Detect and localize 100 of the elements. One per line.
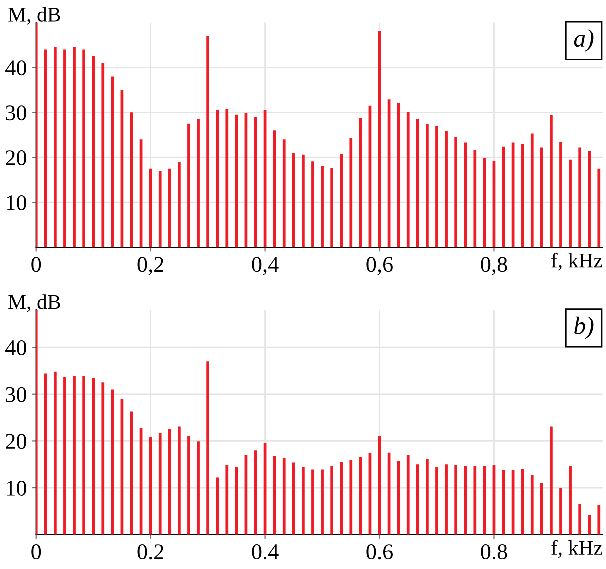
bar	[445, 464, 448, 535]
bar	[82, 376, 86, 535]
x-tick-label: 0,4	[252, 257, 279, 276]
bar	[350, 138, 353, 248]
bar	[64, 377, 66, 535]
bar	[436, 467, 438, 535]
bar	[302, 154, 305, 248]
y-tick-label: 10	[7, 195, 26, 210]
y-tick-label: 30	[6, 387, 26, 402]
bar	[454, 466, 458, 535]
bar	[340, 462, 344, 535]
bar	[188, 436, 190, 535]
bar	[292, 462, 296, 535]
bar	[530, 134, 534, 248]
bar	[54, 47, 57, 248]
bar	[550, 115, 553, 248]
bar	[197, 442, 200, 535]
bar	[569, 160, 572, 248]
bar	[445, 131, 448, 248]
bar	[102, 63, 105, 248]
bar	[598, 168, 601, 248]
y-axis-title: M, dB	[8, 294, 60, 312]
bar	[330, 168, 334, 248]
bar	[149, 437, 152, 535]
bar	[321, 166, 324, 248]
bar	[588, 151, 592, 248]
bar	[273, 130, 276, 248]
x-tick-label: 0	[32, 257, 42, 272]
bar	[168, 430, 172, 535]
bar	[426, 124, 429, 248]
x-tick-label: 0.2	[138, 544, 164, 560]
bar	[44, 50, 48, 248]
bar	[530, 475, 534, 535]
bar	[312, 470, 314, 535]
bar	[560, 142, 562, 248]
x-tick-label: 0,2	[138, 257, 164, 276]
bar	[474, 150, 477, 248]
bar	[397, 461, 400, 535]
bar	[588, 515, 592, 535]
bar	[578, 148, 582, 248]
bar	[226, 465, 229, 535]
x-tick-label: 0	[32, 544, 42, 560]
x-axis-title: f, kHz	[552, 540, 602, 558]
bar	[474, 466, 477, 535]
annotation: a)	[574, 30, 594, 52]
bar	[188, 124, 190, 248]
y-tick-label: 10	[7, 480, 26, 496]
bar	[578, 504, 582, 535]
bar	[111, 390, 114, 535]
bar	[321, 470, 324, 535]
bar	[235, 467, 238, 535]
bar	[178, 162, 181, 248]
bar	[330, 466, 334, 535]
bar	[540, 148, 544, 248]
y-tick-label: 30	[6, 106, 26, 121]
bar	[168, 168, 172, 248]
bar	[406, 455, 410, 535]
bar	[397, 103, 400, 248]
bar	[464, 466, 468, 535]
x-tick-label: 0.6	[366, 544, 393, 560]
bar	[464, 142, 468, 248]
bar	[598, 505, 601, 535]
bar	[521, 469, 524, 535]
y-tick-label: 40	[6, 60, 26, 76]
bar	[521, 144, 524, 248]
bar	[149, 168, 152, 248]
bar	[92, 378, 96, 535]
bar	[206, 36, 210, 248]
bar	[216, 478, 220, 535]
bar	[454, 137, 458, 248]
bar	[350, 460, 353, 535]
bar	[540, 483, 544, 535]
bar	[292, 153, 296, 248]
bar	[216, 110, 220, 248]
bar	[282, 458, 286, 535]
bar	[158, 171, 162, 248]
bar	[550, 426, 553, 535]
bar	[226, 110, 229, 248]
bar	[426, 459, 429, 535]
x-tick-label: 0,6	[366, 257, 393, 276]
y-axis-title: M, dB	[8, 7, 60, 25]
bar	[569, 466, 572, 535]
x-tick-label: 0.8	[481, 544, 508, 560]
bar	[54, 372, 57, 535]
bar	[273, 456, 276, 535]
bar	[197, 119, 200, 248]
bar	[111, 76, 114, 248]
bar	[282, 140, 286, 248]
bar	[64, 50, 66, 248]
x-tick-label: 0,8	[481, 257, 508, 276]
bar	[102, 382, 105, 535]
y-tick-label: 20	[6, 434, 26, 450]
x-axis-title: f, kHz	[552, 252, 602, 271]
bar	[158, 433, 162, 535]
bar	[416, 118, 420, 248]
bar	[206, 362, 210, 535]
bar	[44, 374, 48, 535]
bar	[235, 114, 238, 248]
bar	[73, 47, 76, 248]
bar	[92, 56, 96, 248]
